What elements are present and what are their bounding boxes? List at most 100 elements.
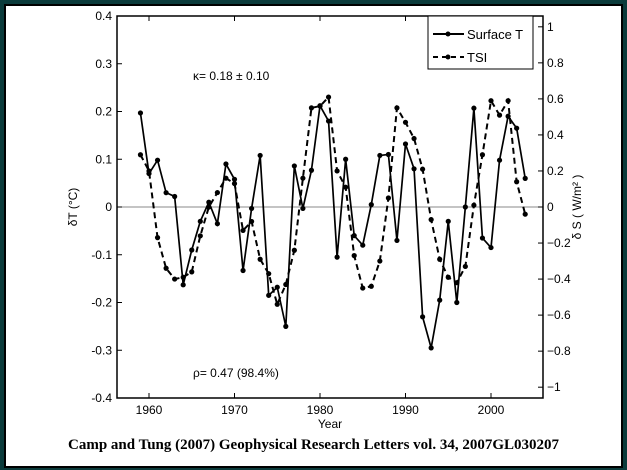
data-point-surface-t (428, 345, 434, 351)
data-point-surface-t (283, 323, 289, 329)
y-right-tick-label: −1 (547, 380, 561, 394)
y-left-tick-label: 0.3 (95, 57, 112, 71)
data-point-surface-t (471, 105, 477, 111)
data-point-tsi (240, 227, 246, 234)
data-point-tsi (402, 119, 409, 125)
y-left-tick-label: -0.4 (91, 391, 112, 405)
x-tick-label: 1970 (221, 403, 248, 417)
data-point-tsi (231, 180, 238, 187)
data-point-surface-t (163, 190, 169, 196)
y-right-tick-label: 1 (547, 20, 554, 34)
y-left-tick-label: -0.2 (91, 296, 112, 310)
legend-label: Surface T (467, 27, 523, 42)
data-point-surface-t (479, 235, 486, 241)
data-point-surface-t (154, 157, 161, 163)
data-point-tsi (317, 103, 323, 109)
data-point-tsi (172, 276, 178, 282)
data-point-tsi (479, 152, 486, 158)
data-point-tsi (360, 285, 366, 291)
data-point-tsi (445, 274, 451, 280)
x-axis-label: Year (318, 417, 342, 431)
annotation-kappa: κ= 0.18 ± 0.10 (193, 69, 270, 83)
data-point-surface-t (266, 292, 272, 298)
data-point-tsi (411, 135, 417, 142)
data-point-tsi (471, 202, 477, 208)
y-right-tick-label: 0.8 (547, 56, 564, 70)
data-point-tsi (368, 283, 374, 289)
data-point-tsi (385, 195, 391, 201)
data-point-tsi (274, 301, 280, 307)
x-tick-label: 2000 (478, 403, 505, 417)
data-point-tsi (197, 233, 203, 239)
data-point-surface-t (420, 314, 426, 320)
data-point-surface-t (308, 167, 315, 173)
data-point-tsi (488, 98, 494, 104)
data-point-tsi (291, 247, 297, 253)
annotation-rho: ρ= 0.47 (98.4%) (193, 366, 279, 380)
data-point-surface-t (496, 157, 503, 163)
data-point-surface-t (249, 205, 255, 212)
x-tick-label: 1980 (307, 403, 334, 417)
data-point-tsi (214, 189, 220, 196)
data-point-tsi (223, 175, 229, 181)
y-left-tick-label: 0.2 (95, 105, 112, 119)
data-point-surface-t (462, 204, 468, 210)
data-point-tsi (154, 235, 161, 241)
data-point-tsi (249, 218, 255, 225)
data-point-surface-t (291, 163, 297, 169)
y-left-tick-label: -0.3 (91, 343, 112, 357)
data-point-tsi (496, 112, 503, 118)
legend-box (427, 15, 534, 70)
data-point-tsi (522, 211, 528, 217)
y-left-tick-label: 0.4 (95, 9, 112, 23)
data-point-surface-t (514, 125, 520, 131)
data-point-surface-t (172, 193, 178, 200)
caption: Camp and Tung (2007) Geophysical Researc… (68, 437, 559, 453)
y-right-tick-label: −0.6 (547, 308, 571, 322)
data-point-tsi (300, 175, 306, 181)
slide-frame (4, 4, 623, 468)
data-point-tsi (146, 168, 152, 174)
data-point-tsi (428, 217, 434, 223)
legend-label: TSI (467, 50, 487, 65)
data-point-tsi (180, 274, 186, 280)
data-point-surface-t (394, 237, 400, 244)
data-point-surface-t (197, 218, 203, 224)
data-point-tsi (462, 263, 468, 270)
data-point-surface-t (223, 161, 229, 167)
data-point-surface-t (368, 202, 374, 208)
data-point-surface-t (522, 175, 528, 181)
data-point-tsi (163, 265, 169, 271)
y-right-tick-label: −0.8 (547, 344, 571, 358)
data-point-surface-t (505, 113, 511, 119)
series-line-tsi (139, 94, 527, 308)
data-point-tsi (308, 105, 315, 111)
data-point-tsi (377, 258, 383, 264)
y-right-tick-label: 0 (547, 200, 554, 214)
y-right-tick-label: 0.6 (547, 92, 564, 106)
data-point-surface-t (214, 221, 220, 227)
data-point-tsi (505, 98, 511, 104)
data-point-tsi (437, 256, 443, 262)
data-point-surface-t (334, 254, 340, 260)
data-point-surface-t (377, 152, 383, 159)
data-point-tsi (394, 105, 400, 111)
y-right-axis-label: δ S ( W/m² ) (570, 175, 584, 240)
data-point-tsi (343, 184, 349, 190)
data-point-tsi (206, 204, 212, 210)
data-point-tsi (325, 94, 332, 100)
data-point-tsi (420, 166, 426, 172)
data-point-tsi (257, 256, 263, 262)
data-point-tsi (283, 281, 289, 288)
y-right-tick-label: 0.4 (547, 128, 564, 142)
data-point-surface-t (411, 166, 417, 172)
data-point-surface-t (300, 205, 306, 212)
y-left-tick-label: 0 (105, 200, 112, 214)
data-point-surface-t (189, 247, 195, 253)
data-point-tsi (454, 280, 460, 286)
data-point-surface-t (343, 156, 349, 162)
data-point-tsi (189, 269, 195, 275)
data-point-tsi (137, 152, 144, 158)
y-left-tick-label: 0.1 (95, 152, 112, 166)
data-point-surface-t (402, 141, 409, 147)
